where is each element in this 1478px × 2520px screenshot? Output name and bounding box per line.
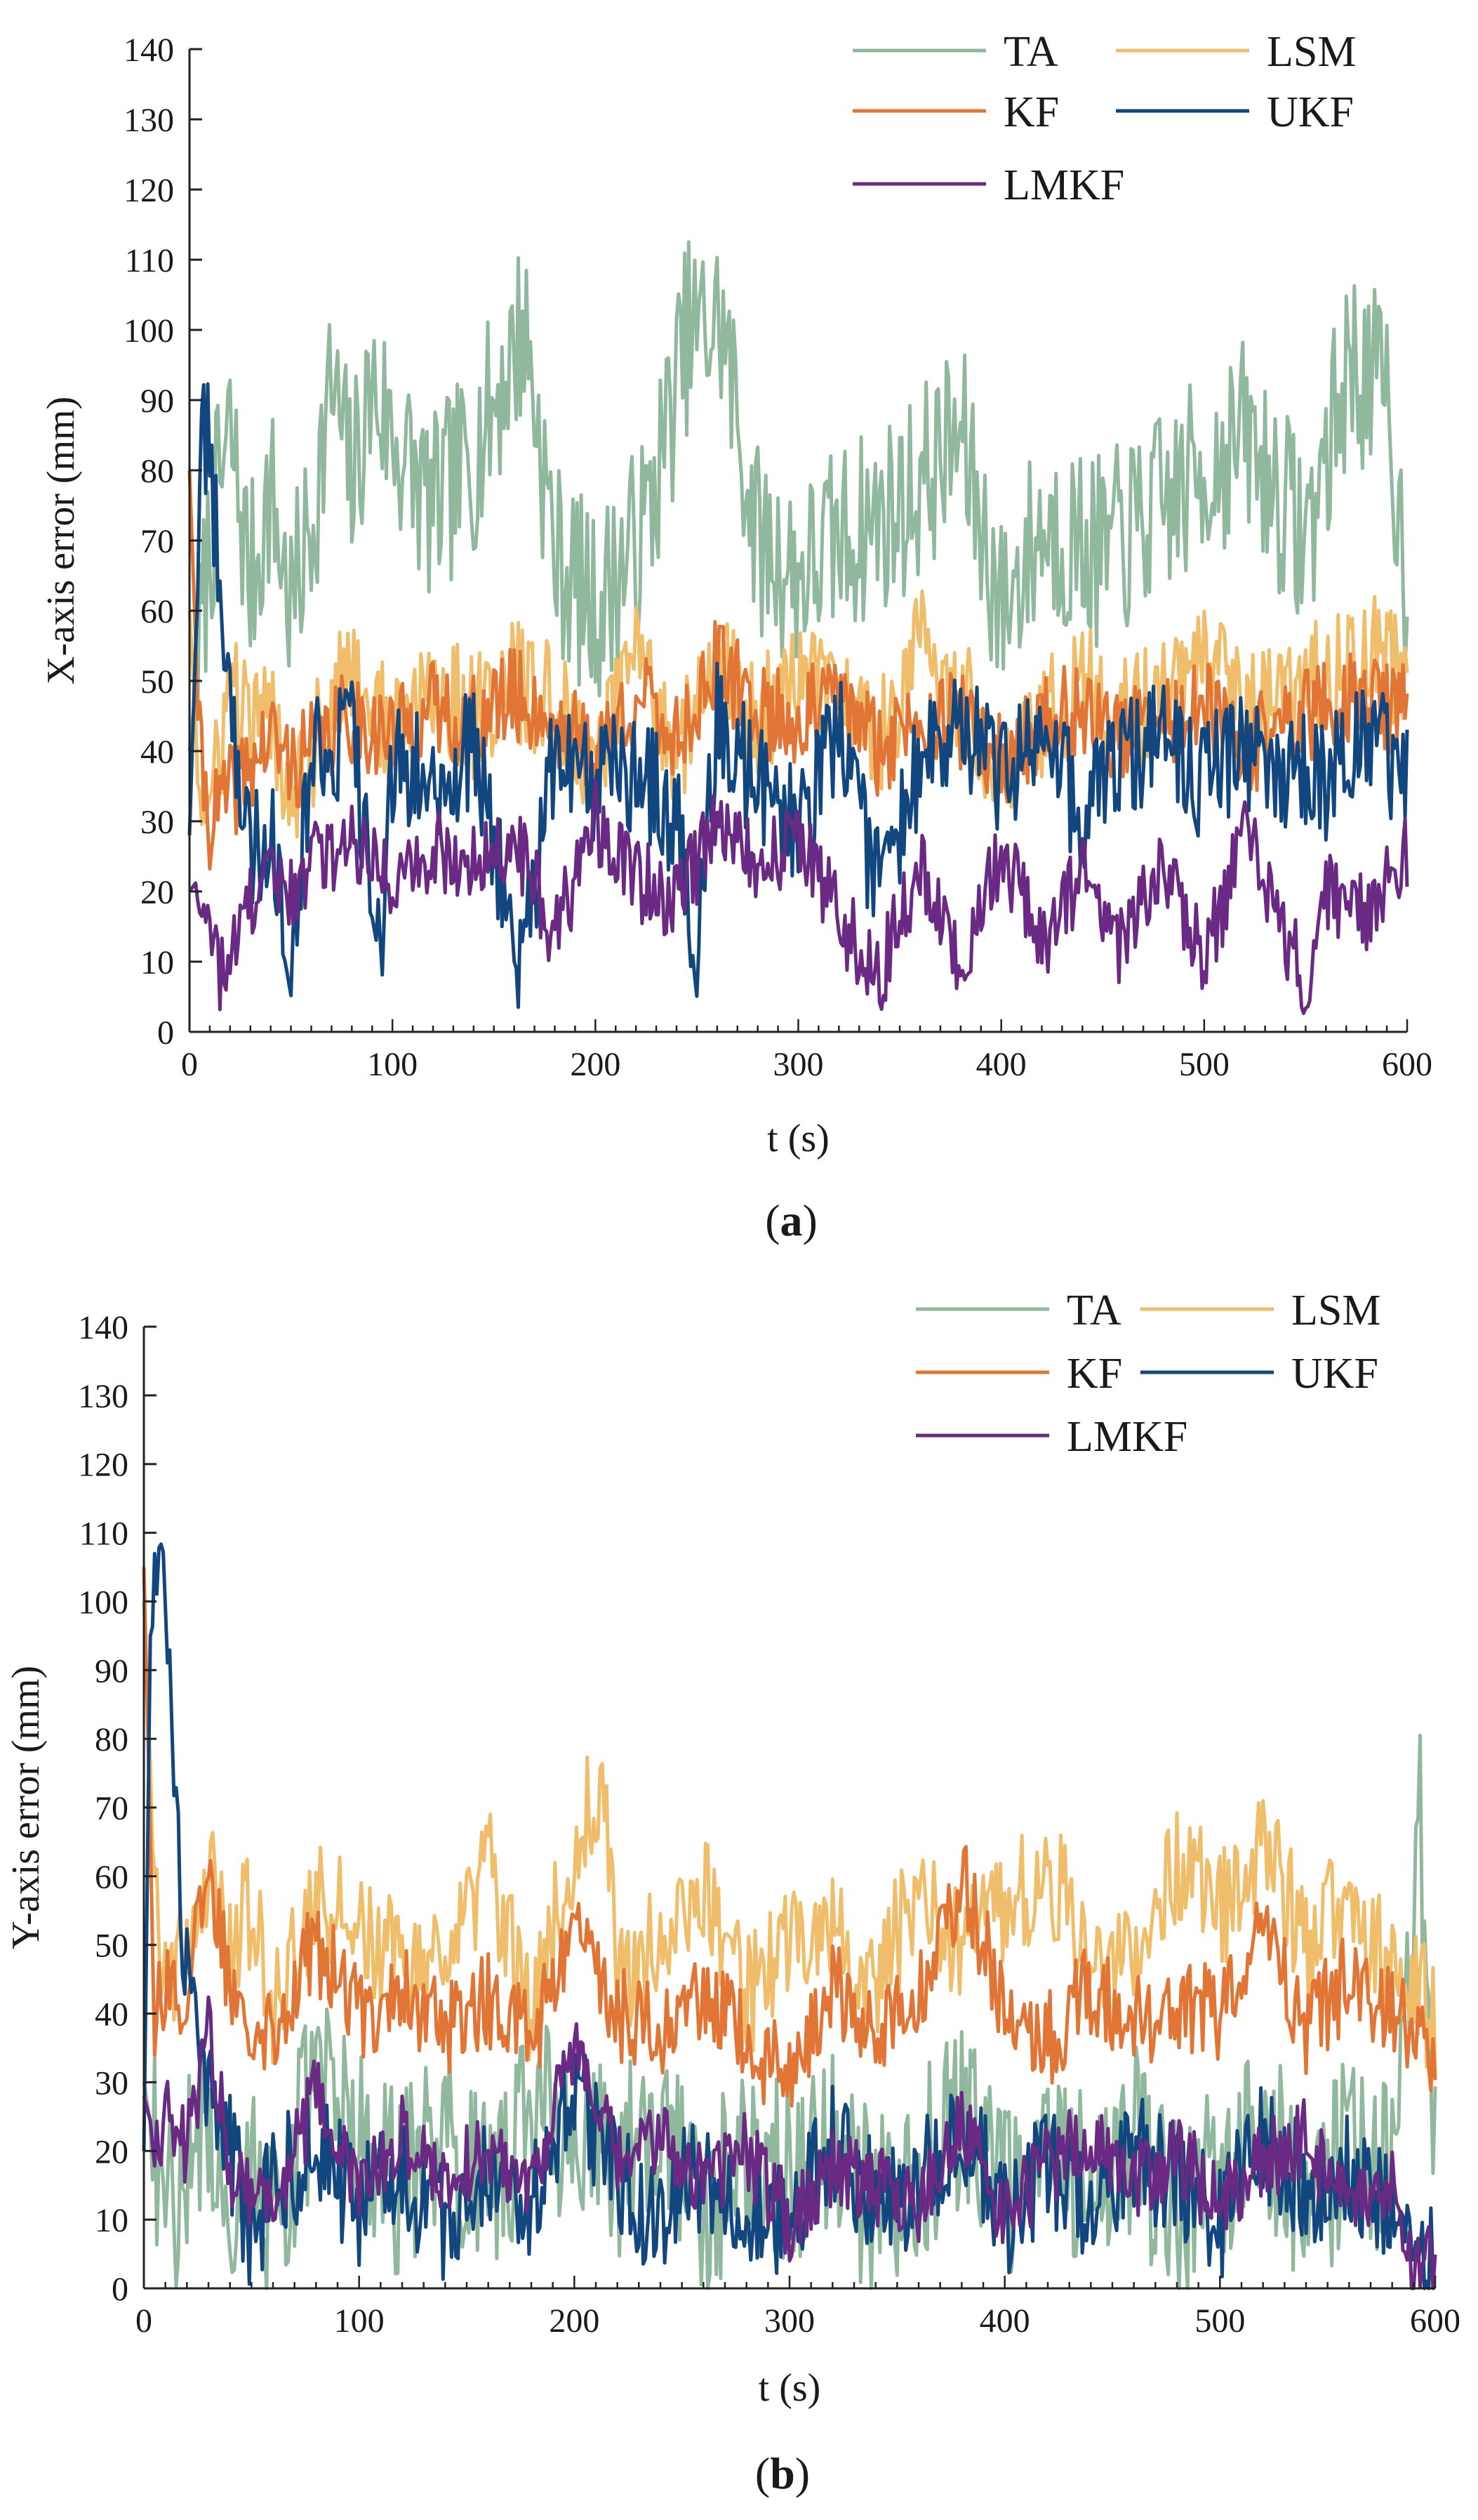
y-axis-label: X-axis error (mm)	[39, 397, 83, 685]
legend: TA LSM KF UKF LMKF	[853, 28, 1356, 209]
legend-label-kf: KF	[1067, 1350, 1122, 1398]
series-line-ta	[187, 240, 1409, 752]
y-tick-label: 130	[124, 102, 174, 139]
y-tick-label: 110	[79, 1516, 128, 1553]
series-line-lsm	[142, 1601, 1437, 2076]
y-tick-label: 100	[124, 312, 174, 350]
y-tick-label: 40	[95, 1996, 128, 2034]
legend-label-lmkf: LMKF	[1004, 161, 1124, 209]
x-tick-label: 100	[367, 1046, 418, 1083]
y-tick-label: 30	[95, 2064, 128, 2102]
series-line-kf	[142, 1567, 1437, 2108]
series-group	[142, 1542, 1437, 2290]
y-tick-label: 70	[140, 523, 174, 560]
y-tick-label: 110	[125, 242, 174, 279]
y-tick-label: 60	[95, 1859, 128, 1896]
x-tick-label: 100	[334, 2302, 385, 2340]
y-tick-label: 140	[78, 1309, 128, 1346]
x-axis-label: t (s)	[767, 1117, 830, 1160]
x-tick-label: 0	[135, 2302, 152, 2340]
x-tick-label: 400	[976, 1046, 1027, 1083]
y-tick-label: 0	[112, 2271, 128, 2308]
legend-label-kf: KF	[1004, 88, 1059, 136]
panel-a: 0 10 20 30 40 50 60 70 80 90 100 110 120 130 140 0 100 20…	[39, 28, 1432, 1245]
y-tick-label: 130	[78, 1378, 128, 1415]
y-tick-label: 120	[124, 172, 174, 209]
legend: TA LSM KF UKF LMKF	[916, 1287, 1380, 1461]
x-tick-label: 200	[549, 2302, 599, 2340]
y-tick-label: 80	[140, 453, 174, 490]
y-tick-label: 20	[140, 874, 174, 911]
x-tick-label: 500	[1194, 2302, 1245, 2340]
series-line-lmkf	[187, 778, 1409, 1015]
panel-label: (a)	[765, 1195, 818, 1245]
y-tick-label: 90	[95, 1652, 128, 1690]
series-group	[187, 240, 1409, 1015]
y-tick-label: 140	[124, 32, 174, 69]
series-line-kf	[187, 470, 1409, 871]
legend-label-ta: TA	[1004, 28, 1058, 76]
y-tick-label: 80	[95, 1721, 128, 1758]
x-tick-label: 300	[773, 1046, 824, 1083]
y-tick-label: 40	[140, 734, 174, 771]
y-tick-label: 20	[95, 2133, 128, 2170]
y-axis-label: Y-axis error (mm)	[4, 1666, 48, 1949]
x-axis-label: t (s)	[759, 2366, 821, 2410]
y-tick-label: 100	[78, 1584, 128, 1621]
legend-label-lmkf: LMKF	[1067, 1413, 1187, 1461]
y-tick-label: 50	[140, 663, 174, 701]
series-line-ukf	[187, 382, 1409, 1009]
panel-b: 0 10 20 30 40 50 60 70 80 90 100 110 120 130 140 0 100 20…	[4, 1287, 1460, 2498]
legend-label-lsm: LSM	[1267, 28, 1356, 76]
legend-label-lsm: LSM	[1291, 1287, 1380, 1334]
y-tick-label: 70	[95, 1790, 128, 1827]
y-tick-label: 10	[140, 944, 174, 981]
y-tick-label: 60	[140, 593, 174, 630]
y-tick-label: 120	[78, 1447, 128, 1484]
legend-label-ukf: UKF	[1267, 88, 1354, 136]
x-tick-label: 600	[1382, 1046, 1432, 1083]
y-tick-label: 90	[140, 383, 174, 420]
legend-label-ukf: UKF	[1291, 1350, 1378, 1398]
x-tick-label: 600	[1410, 2302, 1460, 2340]
panel-label: (b)	[755, 2448, 810, 2498]
x-tick-label: 400	[980, 2302, 1030, 2340]
x-tick-label: 500	[1179, 1046, 1230, 1083]
x-tick-label: 200	[570, 1046, 620, 1083]
series-line-lmkf	[142, 1995, 1437, 2290]
x-tick-label: 300	[764, 2302, 815, 2340]
y-tick-label: 0	[157, 1014, 174, 1052]
y-tick-label: 30	[140, 804, 174, 841]
y-tick-label: 50	[95, 1928, 128, 1965]
x-tick-label: 0	[181, 1046, 198, 1083]
legend-label-ta: TA	[1067, 1287, 1121, 1334]
y-tick-label: 10	[95, 2202, 128, 2239]
